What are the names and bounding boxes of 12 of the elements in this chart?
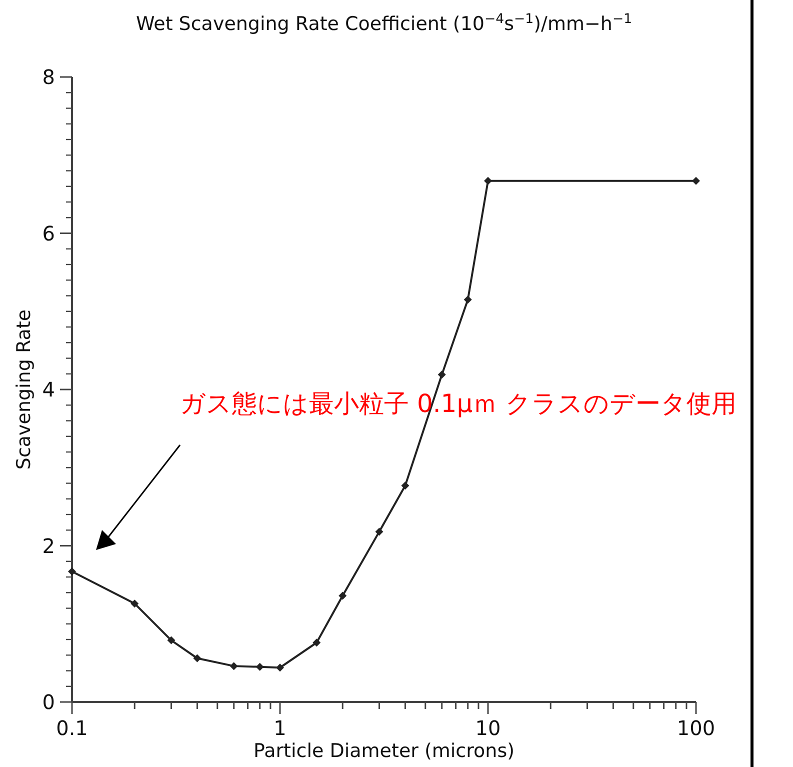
y-axis-title: Scavenging Rate bbox=[13, 309, 35, 470]
x-tick-label: 0.1 bbox=[56, 716, 88, 740]
y-tick-label: 0 bbox=[42, 690, 55, 714]
y-tick-label: 8 bbox=[42, 65, 55, 89]
chart-title: Wet Scavenging Rate Coefficient (10$^{−4}$s$^{−1}$)/mm−h$^{−1}$ bbox=[136, 12, 632, 35]
y-tick-label: 2 bbox=[42, 534, 55, 558]
y-tick-label: 4 bbox=[42, 378, 55, 402]
x-axis-title: Particle Diameter (microns) bbox=[254, 740, 514, 762]
x-tick-label: 1 bbox=[274, 716, 286, 740]
y-tick-label: 6 bbox=[42, 221, 55, 246]
x-tick-label: 10 bbox=[475, 716, 501, 740]
x-tick-label: 100 bbox=[676, 716, 716, 740]
